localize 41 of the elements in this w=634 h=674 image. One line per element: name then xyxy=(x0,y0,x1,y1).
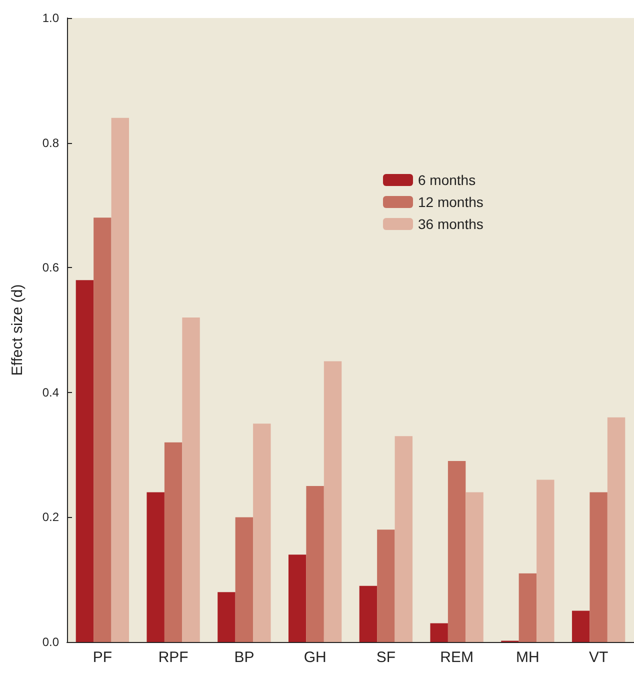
x-tick-label: GH xyxy=(304,649,326,666)
bar xyxy=(76,280,94,642)
bar xyxy=(94,218,112,642)
bar xyxy=(607,417,626,642)
bar xyxy=(518,573,537,642)
y-axis-title: Effect size (d) xyxy=(9,284,26,376)
legend-label: 12 months xyxy=(418,194,484,210)
y-tick-label: 0.4 xyxy=(42,385,60,400)
bar xyxy=(324,361,342,642)
legend-label: 6 months xyxy=(418,172,476,188)
x-tick-label: RPF xyxy=(158,649,188,666)
bar xyxy=(430,623,448,642)
bar xyxy=(466,492,484,642)
bar xyxy=(359,586,378,642)
bar xyxy=(536,480,554,642)
bar xyxy=(146,492,164,642)
bar xyxy=(306,486,324,642)
bar xyxy=(288,554,306,642)
bar xyxy=(218,592,236,642)
y-tick-label: 0.0 xyxy=(42,635,60,649)
y-tick-label: 0.2 xyxy=(42,510,60,524)
x-tick-label: PF xyxy=(92,649,112,666)
x-tick-label: SF xyxy=(376,649,396,666)
bar xyxy=(182,318,200,642)
y-tick-label: 0.8 xyxy=(42,136,60,150)
bar xyxy=(111,118,130,642)
legend-label: 36 months xyxy=(418,216,484,232)
bar xyxy=(377,530,395,642)
bar xyxy=(572,610,590,642)
y-tick-label: 1.0 xyxy=(42,11,60,25)
bar xyxy=(448,461,466,642)
bar xyxy=(394,436,413,642)
bar xyxy=(164,442,182,642)
x-tick-label: MH xyxy=(516,649,540,666)
bar xyxy=(590,492,608,642)
x-tick-label: BP xyxy=(234,649,254,666)
x-tick-label: REM xyxy=(440,649,474,666)
x-tick-label: VT xyxy=(588,649,608,666)
bar xyxy=(253,424,271,642)
y-tick-label: 0.6 xyxy=(42,260,60,275)
bar xyxy=(235,517,254,642)
